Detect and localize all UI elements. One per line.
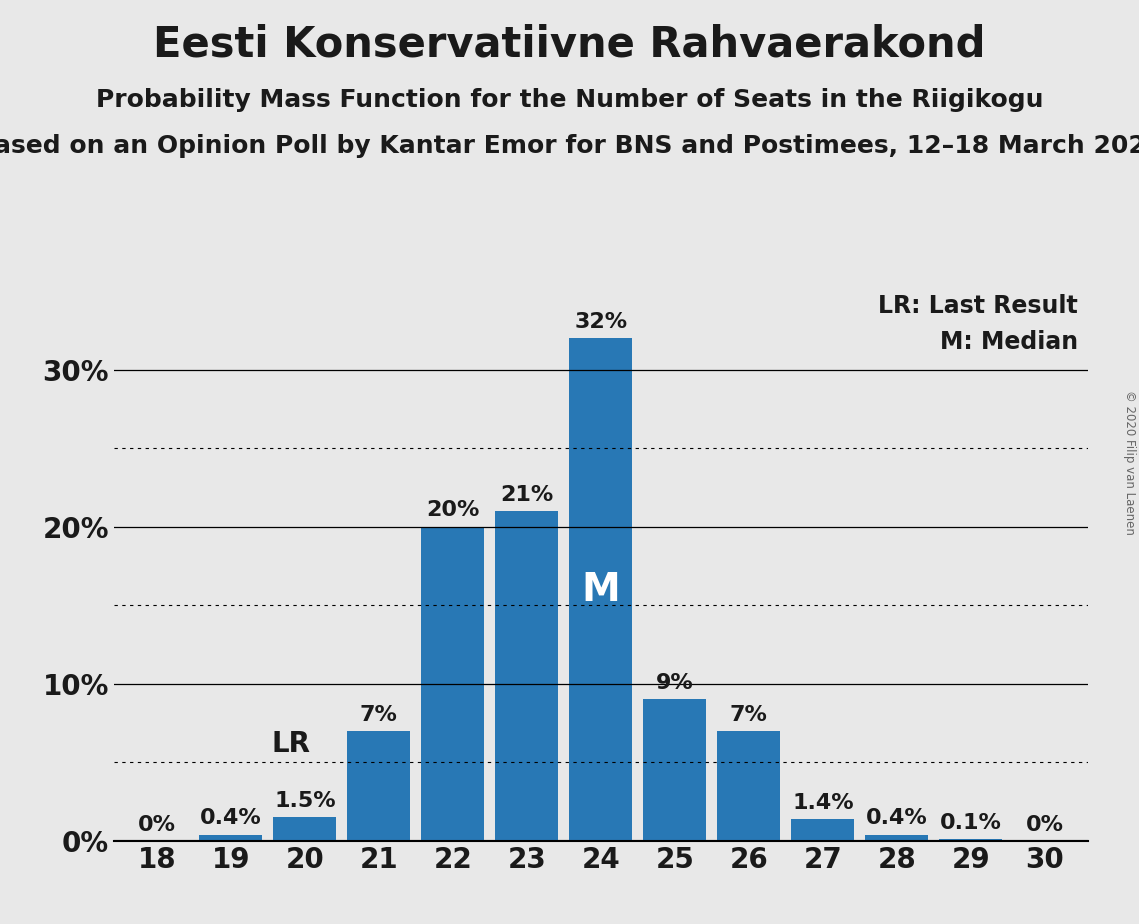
Text: M: M	[581, 570, 621, 609]
Bar	[421, 527, 484, 841]
Bar	[866, 834, 928, 841]
Bar	[273, 818, 336, 841]
Bar	[792, 819, 854, 841]
Bar	[940, 839, 1002, 841]
Text: © 2020 Filip van Laenen: © 2020 Filip van Laenen	[1123, 390, 1137, 534]
Text: 9%: 9%	[656, 674, 694, 693]
Bar	[199, 834, 262, 841]
Bar	[495, 511, 558, 841]
Text: 0.4%: 0.4%	[200, 808, 262, 828]
Text: 7%: 7%	[360, 705, 398, 724]
Bar	[644, 699, 706, 841]
Text: 0.1%: 0.1%	[940, 813, 1002, 833]
Text: 7%: 7%	[730, 705, 768, 724]
Text: 0%: 0%	[1026, 815, 1064, 834]
Text: Based on an Opinion Poll by Kantar Emor for BNS and Postimees, 12–18 March 2020: Based on an Opinion Poll by Kantar Emor …	[0, 134, 1139, 158]
Text: 1.4%: 1.4%	[792, 793, 853, 812]
Text: Probability Mass Function for the Number of Seats in the Riigikogu: Probability Mass Function for the Number…	[96, 88, 1043, 112]
Text: 32%: 32%	[574, 312, 628, 332]
Text: 20%: 20%	[426, 501, 480, 520]
Text: LR: Last Result: LR: Last Result	[878, 294, 1079, 318]
Text: 0.4%: 0.4%	[866, 808, 927, 828]
Bar	[570, 338, 632, 841]
Text: 1.5%: 1.5%	[274, 791, 336, 811]
Bar	[347, 731, 410, 841]
Text: Eesti Konservatiivne Rahvaerakond: Eesti Konservatiivne Rahvaerakond	[154, 23, 985, 65]
Text: LR: LR	[271, 730, 311, 758]
Text: 21%: 21%	[500, 485, 554, 505]
Text: M: Median: M: Median	[940, 331, 1079, 354]
Text: 0%: 0%	[138, 815, 175, 834]
Bar	[718, 731, 780, 841]
